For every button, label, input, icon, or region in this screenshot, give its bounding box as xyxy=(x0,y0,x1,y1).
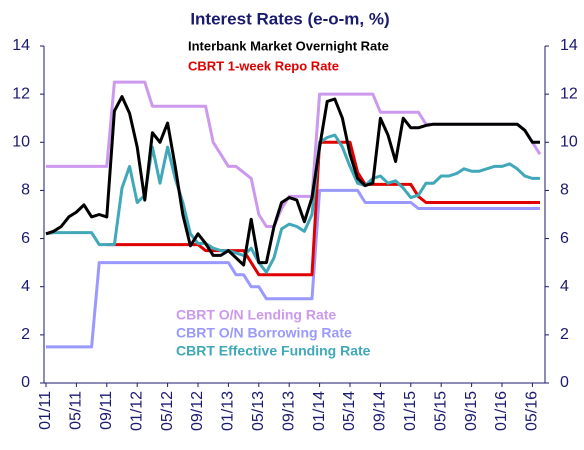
x-tick-label: 01/11 xyxy=(37,391,54,430)
y2-tick-label: 4 xyxy=(560,278,569,295)
x-tick-label: 09/12 xyxy=(189,391,206,431)
series-line xyxy=(45,133,540,274)
legend-label: CBRT 1-week Repo Rate xyxy=(188,58,339,73)
x-tick-label: 05/14 xyxy=(341,391,358,431)
series-line xyxy=(106,140,540,277)
x-tick-label: 09/15 xyxy=(463,391,480,431)
y2-tick-label: 14 xyxy=(560,37,578,54)
x-tick-label: 05/13 xyxy=(250,391,267,431)
x-tick-label: 01/15 xyxy=(402,391,419,431)
x-tick-label: 01/13 xyxy=(220,391,237,431)
legend-label: CBRT O/N Lending Rate xyxy=(176,307,336,323)
chart-title: Interest Rates (e-o-m, %) xyxy=(190,9,389,28)
y-tick-label: 12 xyxy=(12,85,30,102)
legend-label: Interbank Market Overnight Rate xyxy=(188,38,389,53)
series-line xyxy=(45,95,540,267)
legend-label: CBRT Effective Funding Rate xyxy=(176,343,371,359)
y-tick-label: 14 xyxy=(12,37,30,54)
x-tick-label: 05/15 xyxy=(432,391,449,431)
x-tick-label: 05/12 xyxy=(159,391,176,431)
y2-tick-label: 6 xyxy=(560,230,569,247)
y2-tick-label: 12 xyxy=(560,85,578,102)
y-tick-label: 6 xyxy=(21,230,30,247)
y-tick-label: 8 xyxy=(21,182,30,199)
y2-tick-label: 0 xyxy=(560,374,569,391)
y-tick-label: 2 xyxy=(21,326,30,343)
x-tick-label: 09/13 xyxy=(280,391,297,431)
y2-tick-label: 2 xyxy=(560,326,569,343)
y-tick-label: 0 xyxy=(21,374,30,391)
y-tick-label: 10 xyxy=(12,134,30,151)
legend-label: CBRT O/N Borrowing Rate xyxy=(176,325,352,341)
y-tick-label: 4 xyxy=(21,278,30,295)
x-tick-label: 01/16 xyxy=(493,391,510,431)
x-tick-label: 05/16 xyxy=(524,391,541,431)
x-tick-label: 01/14 xyxy=(311,391,328,431)
series-line xyxy=(46,188,540,349)
y2-tick-label: 8 xyxy=(560,182,569,199)
x-tick-label: 01/12 xyxy=(128,391,145,431)
x-tick-label: 09/11 xyxy=(98,391,115,430)
y2-tick-label: 10 xyxy=(560,134,578,151)
x-tick-label: 09/14 xyxy=(372,391,389,431)
x-tick-label: 05/11 xyxy=(68,391,85,430)
